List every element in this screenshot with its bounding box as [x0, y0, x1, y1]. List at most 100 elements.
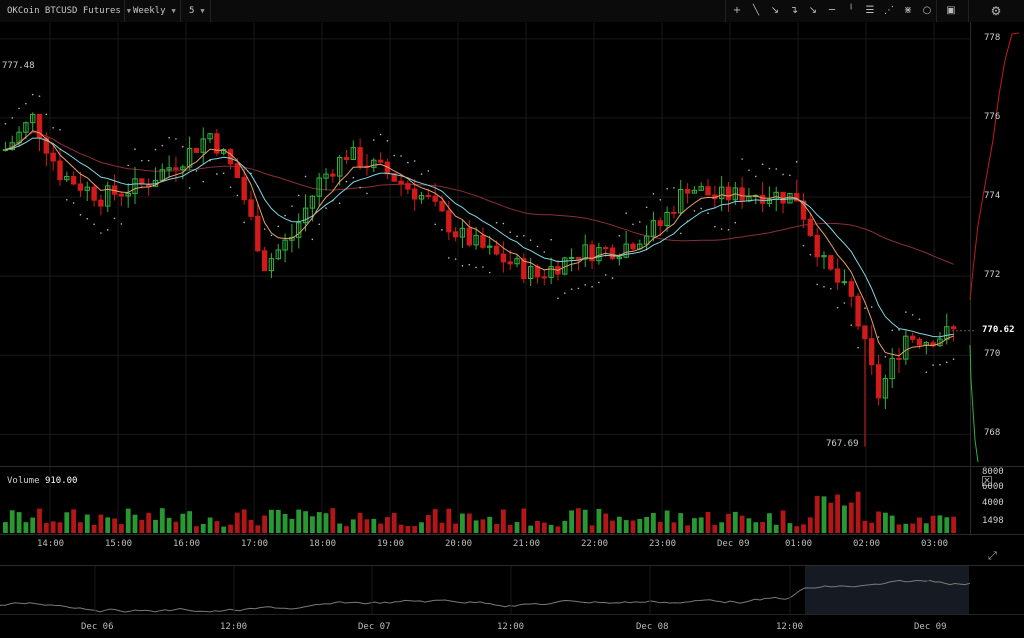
candle-body — [439, 200, 445, 212]
volume-bar — [112, 518, 117, 533]
psar-dot — [754, 175, 757, 178]
arrow-icon[interactable]: ↘ — [808, 5, 818, 16]
psar-dot — [468, 263, 471, 266]
price-tick-label: 770 — [984, 349, 1001, 360]
volume-bar — [603, 513, 609, 533]
volume-bar — [794, 526, 800, 533]
circle-icon[interactable]: ○ — [922, 5, 932, 16]
candle-body — [193, 147, 200, 153]
volume-bar — [241, 509, 247, 533]
psar-dot — [932, 364, 934, 366]
psar-dot — [673, 187, 675, 189]
psar-dot — [591, 285, 593, 288]
fib-icon[interactable]: ☰ — [865, 5, 875, 16]
gann-icon[interactable]: ⋇ — [903, 5, 913, 16]
volume-bar — [514, 522, 520, 533]
ray-icon[interactable]: ↘ — [770, 5, 780, 16]
candle-body — [664, 211, 670, 226]
psar-dot — [789, 174, 791, 177]
volume-bar — [739, 515, 745, 533]
candle-body — [821, 255, 827, 258]
psar-dot — [795, 161, 798, 163]
interval-selector[interactable]: 5 ▼ — [189, 0, 205, 22]
chevron-down-icon: ▼ — [171, 7, 176, 15]
psar-dot — [488, 271, 491, 274]
psar-dot — [93, 223, 95, 226]
psar-dot — [250, 172, 252, 175]
psar-dot — [809, 253, 812, 256]
expand-icon[interactable]: ⤢ — [988, 549, 997, 562]
crosshair-icon[interactable]: + — [732, 5, 742, 16]
candle-body — [739, 187, 745, 202]
volume-bar — [528, 525, 534, 533]
volume-bar — [269, 509, 274, 533]
candle-body — [678, 189, 684, 214]
psar-dot — [100, 232, 102, 234]
volume-bar — [835, 494, 840, 533]
candle-body — [200, 138, 206, 153]
navigator-tick-label: 12:00 — [220, 622, 248, 632]
psar-dot — [106, 229, 109, 231]
psar-dot — [945, 361, 948, 364]
volume-tick-label: 8000 — [982, 467, 1004, 477]
psar-dot — [802, 244, 805, 247]
volume-bar — [582, 509, 588, 533]
candle-body — [534, 266, 541, 278]
psar-dot — [714, 225, 716, 228]
navigator-range[interactable] — [805, 566, 969, 614]
time-tick-label: 20:00 — [445, 539, 473, 549]
candle-body — [671, 211, 677, 214]
psar-dot — [495, 221, 498, 224]
bid-depth-line — [969, 344, 979, 463]
psar-dot — [66, 198, 68, 201]
candle-body — [166, 167, 172, 171]
period-selector[interactable]: Weekly ▼ — [133, 0, 176, 22]
psar-dot — [550, 238, 552, 241]
pitchfork-icon[interactable]: ⋰ — [884, 5, 894, 16]
psar-dot — [454, 258, 457, 260]
line-icon[interactable]: ╲ — [752, 5, 760, 16]
psar-dot — [557, 297, 559, 300]
volume-tick-label: 4000 — [982, 498, 1004, 508]
volume-bar — [153, 519, 158, 533]
volume-bar — [869, 522, 875, 533]
volume-bar — [630, 520, 636, 533]
horizontal-line-icon[interactable]: ─ — [828, 5, 836, 16]
arrow-curve-icon[interactable]: ↴ — [789, 5, 799, 16]
symbol-selector[interactable]: OKCoin BTCUSD Futures ▼ — [7, 0, 131, 22]
time-tick-label: 18:00 — [309, 539, 337, 549]
symbol-label: OKCoin BTCUSD Futures — [7, 6, 121, 16]
candle-body — [50, 152, 56, 162]
volume-bar — [91, 524, 97, 533]
time-tick-label: 14:00 — [37, 539, 65, 549]
candle-body — [787, 193, 793, 204]
chart-background — [0, 22, 1024, 638]
psar-dot — [536, 245, 539, 248]
candle-body — [275, 249, 282, 260]
navigator-line — [0, 579, 971, 613]
price-tick-label: 768 — [984, 428, 1001, 439]
vertical-line-icon[interactable]: ╵ — [847, 5, 855, 16]
volume-bar — [432, 509, 438, 533]
close-icon[interactable]: ✕ — [982, 476, 992, 486]
psar-dot — [386, 140, 389, 142]
volume-bar — [692, 518, 697, 533]
volume-bar — [125, 508, 131, 533]
candle-body — [487, 245, 493, 248]
candle-body — [84, 186, 90, 191]
volume-bar — [651, 512, 656, 533]
candle-body — [466, 227, 473, 246]
volume-bar — [364, 519, 370, 533]
volume-bar — [344, 526, 349, 533]
candle-body — [398, 180, 404, 185]
settings-icon[interactable]: ⚙ — [990, 4, 1002, 18]
volume-bar — [555, 526, 561, 533]
psar-dot — [359, 186, 361, 189]
volume-value: 910.00 — [44, 476, 78, 486]
panel-icon[interactable]: ▣ — [946, 5, 956, 16]
candle-body — [848, 281, 854, 297]
candle-body — [698, 186, 704, 191]
toolbar-divider — [725, 0, 726, 22]
volume-bar — [419, 522, 424, 533]
